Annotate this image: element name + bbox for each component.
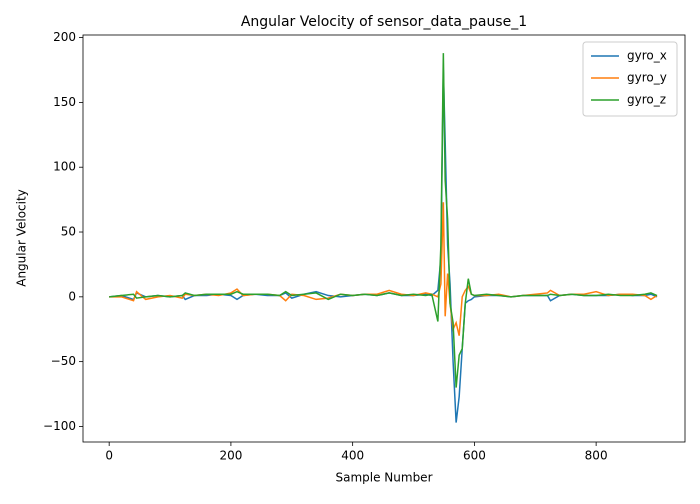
legend-box [582, 41, 678, 117]
legend-label: gyro_x [627, 49, 667, 63]
y-tick-label: 0 [68, 289, 76, 303]
y-axis-label: Angular Velocity [15, 189, 29, 287]
x-tick-label: 400 [341, 449, 364, 463]
x-axis-label: Sample Number [335, 471, 432, 485]
y-tick-label: 200 [53, 30, 76, 44]
x-tick-label: 0 [105, 449, 113, 463]
plot-frame [82, 34, 686, 443]
y-tick-label: 100 [53, 160, 76, 174]
legend-label: gyro_z [627, 93, 666, 107]
y-tick-label: −100 [43, 419, 76, 433]
x-tick-label: 800 [585, 449, 608, 463]
x-tick-label: 200 [219, 449, 242, 463]
series-line [109, 53, 658, 388]
y-tick-label: 150 [53, 95, 76, 109]
y-tick-label: 50 [61, 225, 76, 239]
chart-title: Angular Velocity of sensor_data_pause_1 [241, 14, 527, 30]
x-tick-label: 600 [463, 449, 486, 463]
y-tick-label: −50 [51, 354, 76, 368]
legend-label: gyro_y [627, 71, 667, 85]
